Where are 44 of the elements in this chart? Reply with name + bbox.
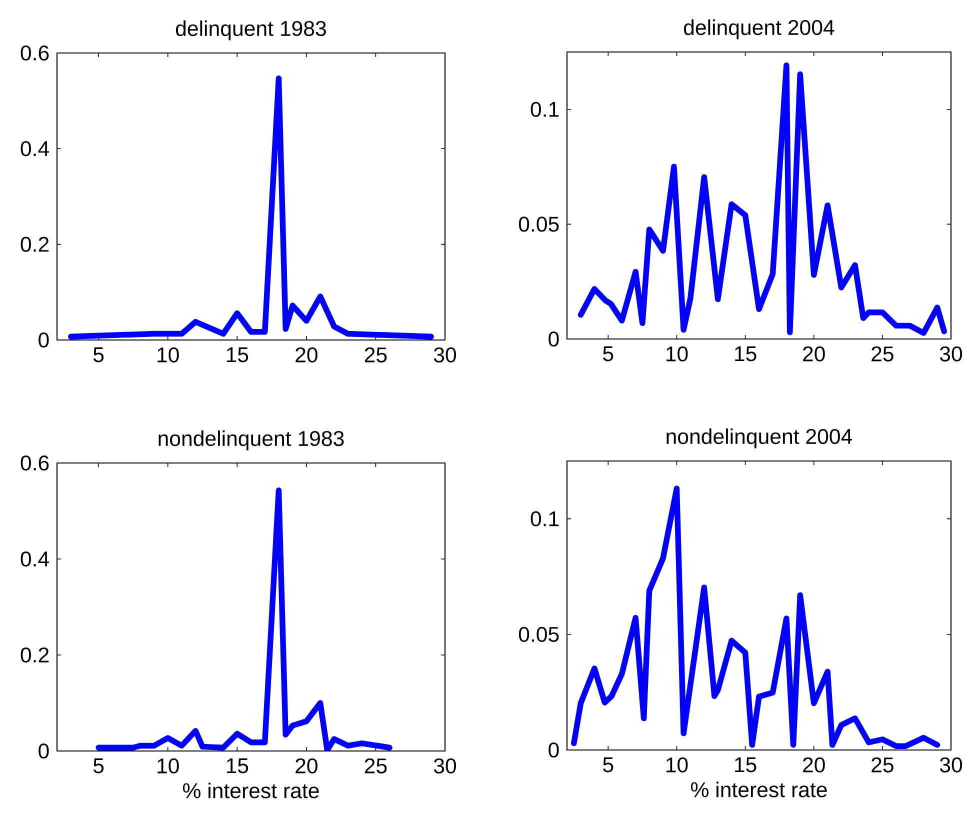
x-tick-label: 10 [666,757,688,772]
x-tick-label: 10 [158,347,179,362]
chart-title: nondelinquent 2004 [666,428,852,448]
y-tick-label: 0.6 [20,455,49,471]
x-tick-label: 20 [803,757,825,772]
x-tick-label: 25 [872,346,894,362]
x-tick-label: 30 [940,757,962,772]
y-tick-label: 0 [548,742,559,758]
x-tick-label: 5 [94,758,104,774]
x-tick-label: 30 [434,347,456,362]
x-axis-title: % interest rate [690,782,827,798]
x-tick-label: 15 [226,758,248,774]
x-tick-label: 30 [434,758,456,774]
x-tick-label: 25 [364,347,387,362]
y-tick-label: 0.2 [20,647,49,663]
chart-title: delinquent 2004 [684,19,834,40]
chart-title: nondelinquent 1983 [158,430,344,450]
x-tick-label: 10 [158,758,179,774]
y-tick-label: 0 [38,332,49,348]
x-tick-label: 25 [872,757,894,772]
y-tick-label: 0 [38,743,49,759]
x-tick-label: 30 [940,346,962,362]
x-tick-label: 5 [603,346,614,362]
x-tick-label: 15 [735,346,756,362]
y-tick-label: 0.2 [20,236,49,252]
x-tick-label: 5 [94,347,104,362]
chart-title: delinquent 1983 [176,20,326,40]
y-tick-label: 0.6 [20,45,49,61]
y-tick-label: 0.05 [518,626,559,642]
x-tick-label: 20 [296,347,318,362]
x-tick-label: 15 [226,347,248,362]
y-tick-label: 0.1 [530,102,559,117]
x-tick-label: 25 [364,758,387,774]
y-tick-label: 0.4 [20,551,49,567]
x-tick-label: 15 [735,757,756,772]
x-tick-label: 10 [666,346,688,362]
x-axis-title: % interest rate [182,782,319,798]
x-tick-label: 5 [603,757,614,772]
y-tick-label: 0.05 [518,216,559,232]
y-tick-label: 0.4 [20,141,49,156]
y-tick-label: 0 [548,331,559,347]
x-tick-label: 20 [803,346,825,362]
y-tick-label: 0.1 [530,511,559,526]
x-tick-label: 20 [296,758,318,774]
